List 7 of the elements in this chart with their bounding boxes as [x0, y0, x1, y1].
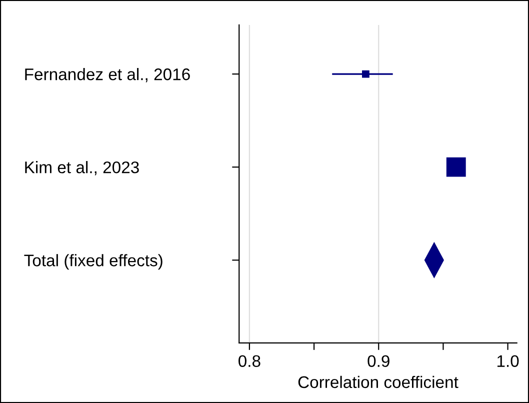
x-tick-label: 0.8 [238, 355, 260, 367]
x-tick-label: 0.9 [368, 355, 390, 367]
y-tick-label: Total (fixed effects) [24, 254, 162, 270]
x-tick-label: 1.0 [497, 355, 519, 367]
x-axis-title: Correlation coefficient [298, 376, 458, 388]
y-tick-label: Fernandez et al., 2016 [25, 68, 190, 82]
y-tick-label: Kim et al., 2023 [25, 161, 139, 176]
